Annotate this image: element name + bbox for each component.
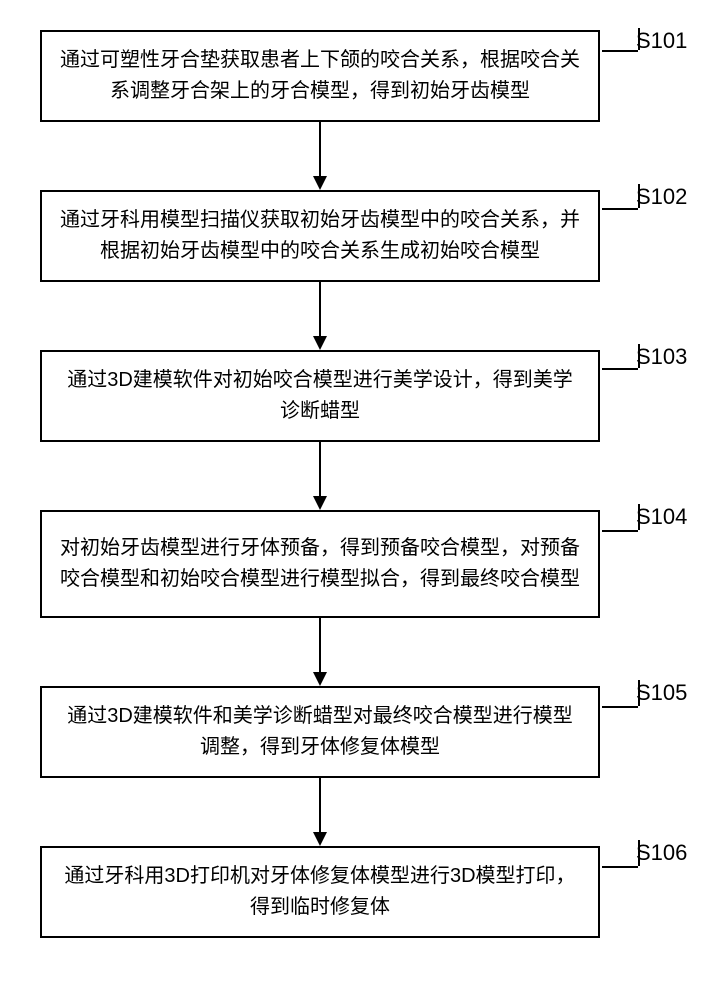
flow-node-text: 通过3D建模软件和美学诊断蜡型对最终咬合模型进行模型调整，得到牙体修复体模型 <box>60 701 580 763</box>
flow-node-s102: 通过牙科用模型扫描仪获取初始牙齿模型中的咬合关系，并根据初始牙齿模型中的咬合关系… <box>40 190 600 282</box>
flow-arrow <box>40 122 600 190</box>
step-label-s105: S105 <box>636 680 687 706</box>
flow-node-text: 通过3D建模软件对初始咬合模型进行美学设计，得到美学诊断蜡型 <box>60 365 580 427</box>
flow-arrow <box>40 442 600 510</box>
flow-node-s105: 通过3D建模软件和美学诊断蜡型对最终咬合模型进行模型调整，得到牙体修复体模型 <box>40 686 600 778</box>
step-label-s102: S102 <box>636 184 687 210</box>
step-label-s104: S104 <box>636 504 687 530</box>
flow-node-s104: 对初始牙齿模型进行牙体预备，得到预备咬合模型，对预备咬合模型和初始咬合模型进行模… <box>40 510 600 618</box>
flow-arrow <box>40 778 600 846</box>
flow-arrow <box>40 618 600 686</box>
flow-node-text: 通过牙科用3D打印机对牙体修复体模型进行3D模型打印，得到临时修复体 <box>60 861 580 923</box>
flow-node-s106: 通过牙科用3D打印机对牙体修复体模型进行3D模型打印，得到临时修复体 <box>40 846 600 938</box>
step-label-s106: S106 <box>636 840 687 866</box>
flow-node-text: 对初始牙齿模型进行牙体预备，得到预备咬合模型，对预备咬合模型和初始咬合模型进行模… <box>60 533 580 595</box>
flow-node-s103: 通过3D建模软件对初始咬合模型进行美学设计，得到美学诊断蜡型 <box>40 350 600 442</box>
step-label-s103: S103 <box>636 344 687 370</box>
flow-node-text: 通过牙科用模型扫描仪获取初始牙齿模型中的咬合关系，并根据初始牙齿模型中的咬合关系… <box>60 205 580 267</box>
flow-arrow <box>40 282 600 350</box>
label-connector <box>0 0 712 1</box>
step-label-s101: S101 <box>636 28 687 54</box>
flow-node-text: 通过可塑性牙合垫获取患者上下颌的咬合关系，根据咬合关系调整牙合架上的牙合模型，得… <box>60 45 580 107</box>
flowchart-container: 通过可塑性牙合垫获取患者上下颌的咬合关系，根据咬合关系调整牙合架上的牙合模型，得… <box>40 30 600 938</box>
flow-node-s101: 通过可塑性牙合垫获取患者上下颌的咬合关系，根据咬合关系调整牙合架上的牙合模型，得… <box>40 30 600 122</box>
